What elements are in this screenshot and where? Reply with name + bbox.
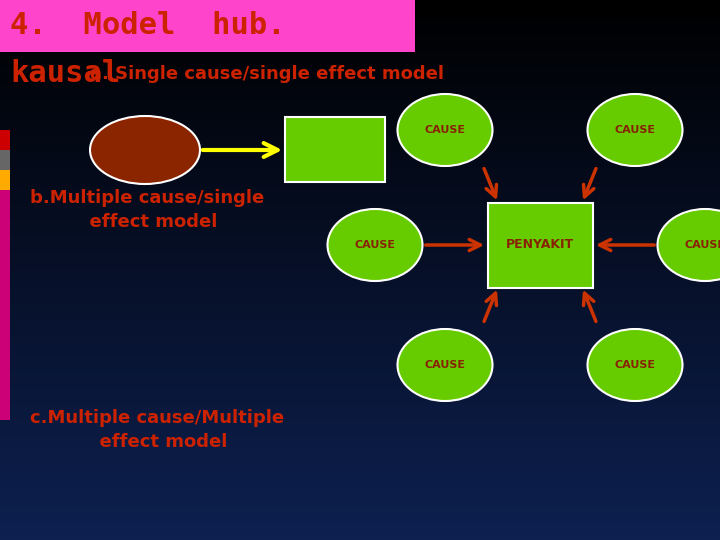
Text: PENYAKIT: PENYAKIT <box>506 239 574 252</box>
Ellipse shape <box>328 209 423 281</box>
Text: a. Single cause/single effect model: a. Single cause/single effect model <box>90 65 444 83</box>
Text: b.Multiple cause/single
  effect model: b.Multiple cause/single effect model <box>30 189 264 231</box>
FancyBboxPatch shape <box>0 130 10 150</box>
Text: kausal: kausal <box>10 59 120 89</box>
Text: CAUSE: CAUSE <box>685 240 720 250</box>
Text: c.Multiple cause/Multiple
  effect model: c.Multiple cause/Multiple effect model <box>30 409 284 451</box>
Text: CAUSE: CAUSE <box>354 240 395 250</box>
Text: CAUSE: CAUSE <box>425 360 466 370</box>
Text: 4.  Model  hub.: 4. Model hub. <box>10 11 286 40</box>
Ellipse shape <box>90 116 200 184</box>
Ellipse shape <box>588 329 683 401</box>
Ellipse shape <box>588 94 683 166</box>
FancyBboxPatch shape <box>0 0 415 52</box>
Ellipse shape <box>397 94 492 166</box>
Ellipse shape <box>397 329 492 401</box>
FancyBboxPatch shape <box>487 202 593 287</box>
FancyBboxPatch shape <box>285 117 385 182</box>
Text: CAUSE: CAUSE <box>614 125 655 135</box>
FancyBboxPatch shape <box>0 150 10 420</box>
FancyBboxPatch shape <box>0 170 10 190</box>
Text: CAUSE: CAUSE <box>614 360 655 370</box>
Text: CAUSE: CAUSE <box>425 125 466 135</box>
Ellipse shape <box>657 209 720 281</box>
FancyBboxPatch shape <box>0 150 10 170</box>
